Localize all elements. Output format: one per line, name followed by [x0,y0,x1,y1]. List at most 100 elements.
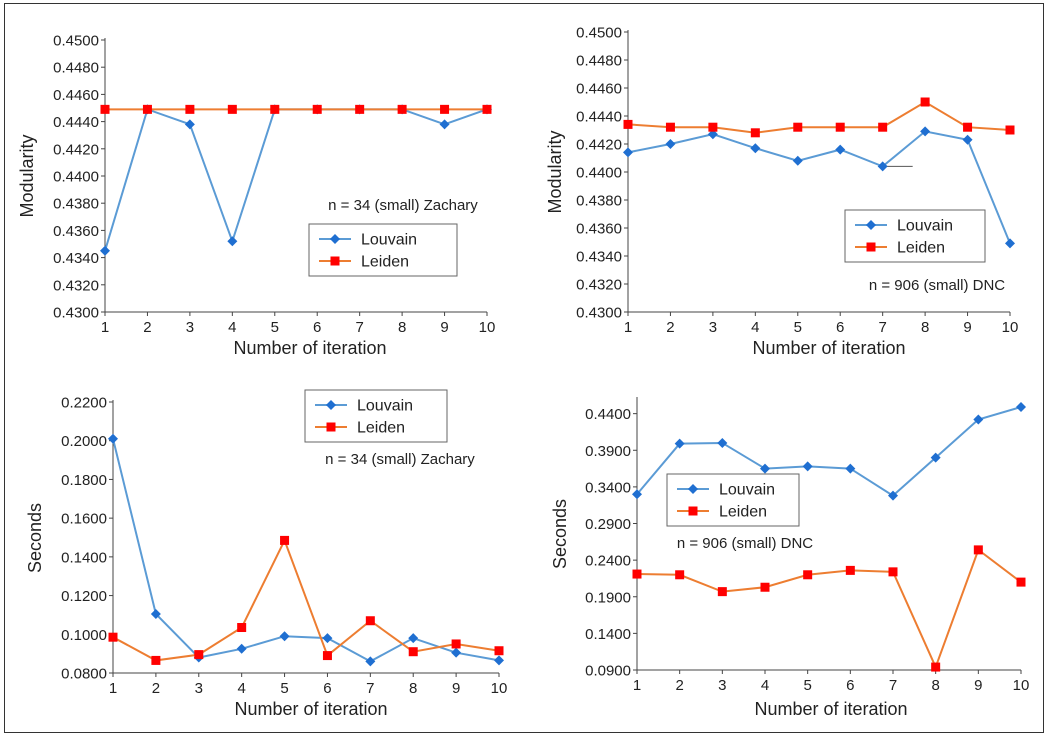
x-tick-label: 1 [101,319,109,336]
data-point-louvain [717,437,728,448]
legend-box [666,473,800,527]
data-point-leiden [397,104,407,114]
x-tick-label: 3 [195,680,203,697]
y-tick-label: 0.1800 [61,472,107,489]
legend-label-leiden: Leiden [897,240,945,257]
x-tick-label: 10 [1002,319,1019,336]
data-point-leiden [793,122,803,132]
y-tick-label: 0.4460 [576,81,622,98]
legend-box [304,389,448,443]
data-point-leiden [312,104,322,114]
data-point-louvain [1005,238,1015,249]
x-tick-label: 10 [491,680,508,697]
data-point-louvain [973,414,984,425]
data-point-leiden [280,535,290,545]
data-point-leiden [270,104,280,114]
x-tick-label: 6 [836,319,844,336]
legend-label-louvain: Louvain [357,398,413,415]
x-tick-label: 9 [963,319,971,336]
x-tick-label: 1 [633,677,641,694]
x-tick-label: 8 [931,677,939,694]
data-point-louvain [632,489,642,500]
chart-annotation: n = 906 (small) DNC [869,277,1005,294]
y-tick-label: 0.4420 [576,137,622,154]
x-tick-label: 7 [355,319,363,336]
data-point-leiden [931,662,941,672]
data-point-louvain [439,119,450,130]
data-point-louvain [877,161,888,172]
y-tick-label: 0.4440 [53,114,99,131]
data-point-leiden [845,565,855,575]
data-point-louvain [962,134,973,145]
data-point-leiden [835,122,845,132]
data-point-leiden [1005,125,1015,135]
series-line-louvain [636,406,1022,497]
data-point-leiden [322,651,332,661]
y-tick-label: 0.4360 [576,221,622,238]
legend-label-louvain: Louvain [361,232,417,249]
x-tick-label: 7 [878,319,886,336]
chart-panel-4: 0.0900 0.1400 0.1900 0.2400 0.2900 0.3400 0.39… [550,397,1029,719]
data-point-leiden [151,655,161,665]
chart-annotation: n = 34 (small) Zachary [325,451,475,468]
x-tick-label: 1 [624,319,632,336]
data-point-louvain [930,452,941,463]
y-tick-label: 0.1900 [585,589,631,606]
data-point-louvain [279,631,290,642]
chart-legend: Louvain Leiden [308,223,458,277]
legend-marker-leiden [866,242,876,252]
data-point-leiden [365,616,375,626]
data-point-leiden [708,122,718,132]
y-axis-title: Modularity [17,134,37,217]
y-tick-label: 0.4300 [53,305,99,322]
data-point-louvain [150,608,161,619]
data-point-leiden [1016,577,1026,587]
legend-box [844,209,986,263]
data-point-leiden [973,545,983,555]
data-point-leiden [237,623,247,633]
data-point-leiden [451,639,461,649]
data-point-louvain [888,490,898,501]
y-tick-label: 0.1400 [585,626,631,643]
y-tick-label: 0.4400 [576,165,622,182]
x-tick-label: 2 [666,319,674,336]
chart-figure: 0.4300 0.4320 0.4340 0.4360 0.4380 0.4400 0.44… [17,25,1029,720]
legend-marker-louvain [688,484,698,494]
chart-legend: Louvain Leiden [844,209,986,263]
x-axis-title: Number of iteration [233,338,386,358]
data-point-leiden [408,647,418,657]
y-tick-label: 0.4400 [585,406,631,423]
x-tick-label: 8 [409,680,417,697]
y-tick-label: 0.1000 [61,627,107,644]
x-tick-label: 9 [974,677,982,694]
y-tick-label: 0.4360 [53,223,99,240]
series-line-louvain [112,438,500,663]
data-point-leiden [194,650,204,660]
y-tick-label: 0.4320 [53,277,99,294]
data-point-louvain [451,647,462,658]
x-tick-label: 10 [1013,677,1030,694]
data-point-leiden [185,104,195,114]
y-tick-label: 0.1400 [61,549,107,566]
y-tick-label: 0.4500 [53,33,99,50]
y-axis-title: Seconds [550,499,570,569]
data-point-louvain [760,463,770,474]
figure-frame: 0.4300 0.4320 0.4340 0.4360 0.4380 0.4400 0.44… [4,3,1044,733]
legend-marker-louvain [326,400,336,410]
data-point-louvain [100,245,110,256]
y-tick-label: 0.4400 [53,169,99,186]
y-axis-title: Seconds [25,503,45,573]
data-point-louvain [494,655,504,666]
data-point-leiden [632,569,642,579]
y-tick-label: 0.4300 [576,305,622,322]
y-tick-label: 0.3400 [585,479,631,496]
data-point-leiden [227,104,237,114]
x-tick-label: 4 [751,319,759,336]
y-tick-label: 0.4440 [576,109,622,126]
data-point-louvain [665,139,676,149]
data-point-leiden [355,104,365,114]
legend-label-louvain: Louvain [719,482,775,499]
data-point-leiden [878,122,888,132]
x-tick-label: 6 [846,677,854,694]
y-tick-label: 0.0900 [585,663,631,680]
